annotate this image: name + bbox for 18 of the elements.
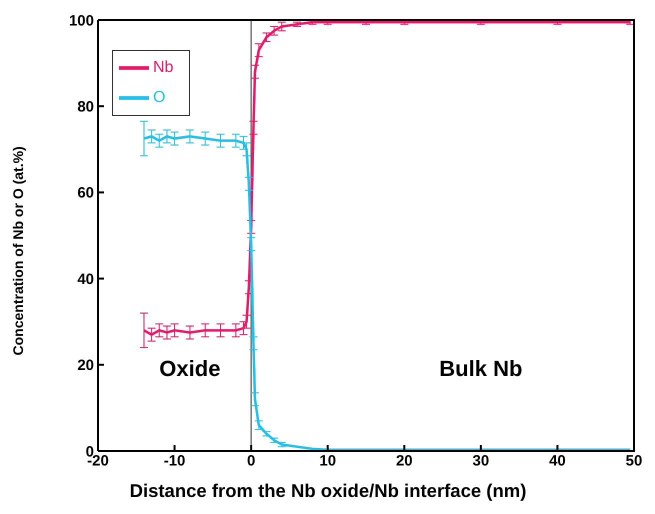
x-tick-label: 10: [319, 452, 336, 470]
annotation: Oxide: [159, 356, 220, 382]
y-tick-label: 80: [77, 98, 94, 116]
legend-label: O: [153, 89, 166, 106]
x-tick-label: 0: [246, 452, 256, 470]
x-tick-label: 50: [626, 452, 642, 470]
y-tick-label: 40: [77, 270, 94, 288]
x-tick-label: -10: [164, 452, 186, 470]
x-tick-label: 20: [396, 452, 413, 470]
x-axis-title: Distance from the Nb oxide/Nb interface (nm): [128, 480, 528, 502]
y-tick-label: 20: [77, 357, 94, 374]
x-tick-label: 30: [472, 452, 490, 470]
x-tick-label: 40: [549, 452, 566, 470]
y-axis-title: Concentration of Nb or O (at.%): [10, 146, 26, 356]
y-tick-label: 100: [68, 12, 94, 30]
y-tick-label: 60: [77, 184, 94, 202]
legend-label: Nb: [153, 59, 174, 76]
annotation: Bulk Nb: [439, 356, 522, 382]
